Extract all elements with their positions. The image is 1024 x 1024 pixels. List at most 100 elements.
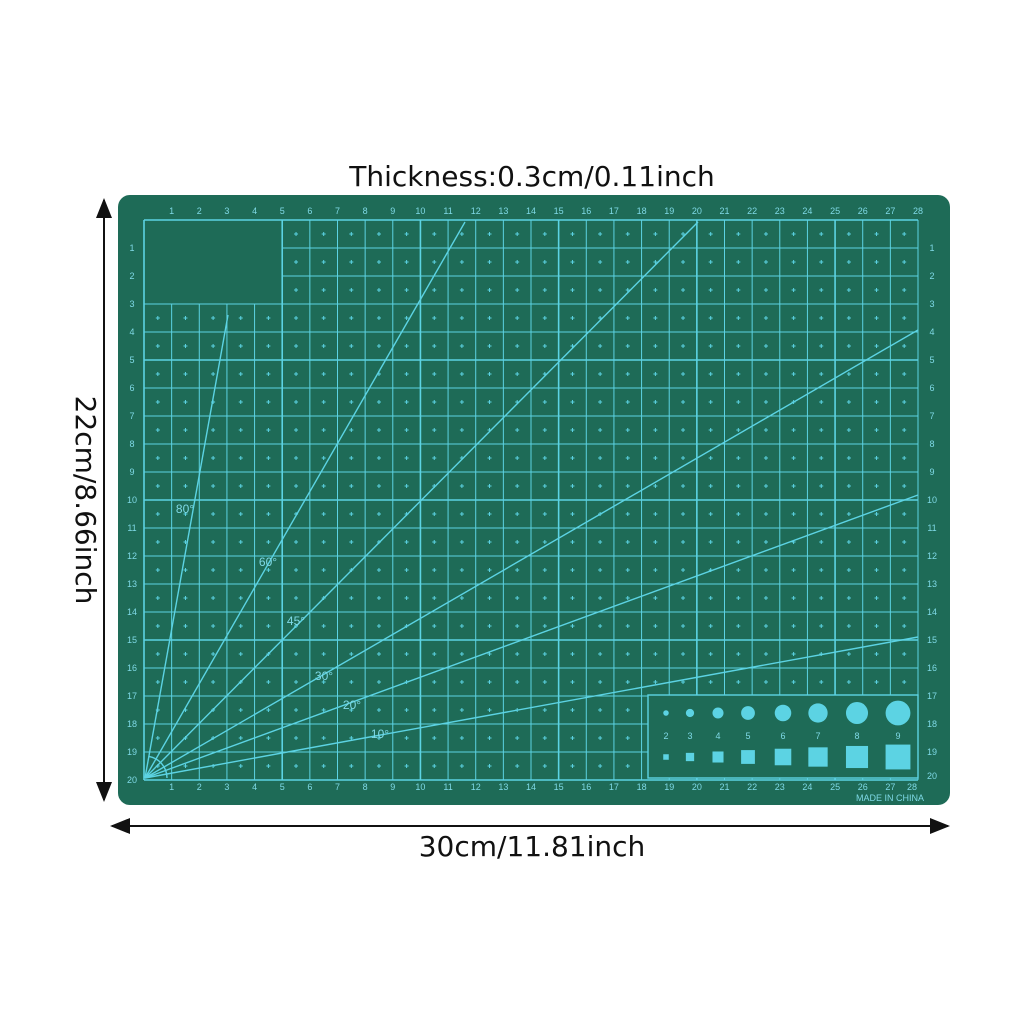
half-mark [349, 288, 354, 292]
row-number-right: 17 [927, 691, 937, 701]
half-mark [791, 316, 796, 320]
half-mark [874, 260, 879, 264]
half-mark [404, 400, 409, 404]
half-mark [598, 232, 603, 236]
half-mark [736, 288, 741, 292]
half-mark [542, 400, 547, 404]
half-mark [155, 512, 160, 516]
half-mark [211, 428, 216, 432]
angle-label-80: 80° [176, 502, 194, 516]
half-mark [487, 344, 492, 348]
half-mark [459, 484, 464, 488]
half-mark [598, 708, 603, 712]
half-mark [763, 428, 768, 432]
column-number-top: 10 [415, 206, 425, 216]
half-mark [819, 680, 824, 684]
half-mark [238, 708, 243, 712]
column-number-bottom: 4 [252, 782, 257, 792]
half-mark [487, 652, 492, 656]
half-mark [681, 260, 686, 264]
half-mark [846, 512, 851, 516]
half-mark [321, 568, 326, 572]
half-mark [653, 316, 658, 320]
half-mark [294, 456, 299, 460]
half-mark [736, 260, 741, 264]
half-mark [846, 316, 851, 320]
half-mark [515, 596, 520, 600]
half-mark [321, 344, 326, 348]
row-number-right: 9 [929, 467, 934, 477]
half-mark [846, 232, 851, 236]
half-mark [791, 232, 796, 236]
half-mark [625, 484, 630, 488]
half-mark [846, 344, 851, 348]
half-mark [266, 456, 271, 460]
half-mark [432, 624, 437, 628]
half-mark [183, 428, 188, 432]
half-mark [266, 484, 271, 488]
half-mark [432, 232, 437, 236]
column-number-top: 18 [637, 206, 647, 216]
half-mark [404, 484, 409, 488]
half-mark [487, 260, 492, 264]
column-number-bottom: 11 [443, 782, 452, 792]
half-mark [376, 316, 381, 320]
half-mark [902, 316, 907, 320]
column-number-bottom: 1 [169, 782, 174, 792]
half-mark [266, 512, 271, 516]
half-mark [819, 232, 824, 236]
half-mark [653, 568, 658, 572]
column-number-bottom: 21 [719, 782, 729, 792]
half-mark [570, 232, 575, 236]
half-mark [902, 232, 907, 236]
shape-size-label: 9 [895, 731, 900, 741]
half-mark [625, 400, 630, 404]
half-mark [653, 232, 658, 236]
half-mark [570, 708, 575, 712]
half-mark [542, 428, 547, 432]
half-mark [487, 372, 492, 376]
half-mark [294, 484, 299, 488]
half-mark [294, 288, 299, 292]
half-mark [266, 708, 271, 712]
half-mark [708, 680, 713, 684]
half-mark [791, 512, 796, 516]
half-mark [736, 232, 741, 236]
grid: 1122334455667788991010111112121313141415… [127, 206, 937, 792]
half-mark [625, 596, 630, 600]
column-number-bottom: 20 [692, 782, 702, 792]
half-mark [515, 484, 520, 488]
half-mark [708, 596, 713, 600]
half-mark [404, 344, 409, 348]
half-mark [404, 708, 409, 712]
half-mark [487, 764, 492, 768]
column-number-bottom: 18 [637, 782, 647, 792]
half-mark [681, 400, 686, 404]
half-mark [819, 596, 824, 600]
half-mark [515, 428, 520, 432]
half-mark [266, 428, 271, 432]
half-mark [376, 232, 381, 236]
half-mark [238, 512, 243, 516]
half-mark [459, 400, 464, 404]
circle-template-8 [845, 701, 869, 725]
half-mark [681, 596, 686, 600]
column-number-top: 14 [526, 206, 536, 216]
half-mark [625, 232, 630, 236]
half-mark [625, 708, 630, 712]
half-mark [598, 484, 603, 488]
half-mark [294, 400, 299, 404]
half-mark [708, 400, 713, 404]
half-mark [625, 652, 630, 656]
half-mark [902, 624, 907, 628]
column-number-bottom: 15 [554, 782, 564, 792]
half-mark [653, 484, 658, 488]
half-mark [736, 624, 741, 628]
row-number-right: 15 [927, 635, 937, 645]
column-number-top: 19 [664, 206, 674, 216]
half-mark [763, 652, 768, 656]
row-number-left: 3 [129, 299, 134, 309]
column-number-top: 26 [858, 206, 868, 216]
half-mark [487, 484, 492, 488]
